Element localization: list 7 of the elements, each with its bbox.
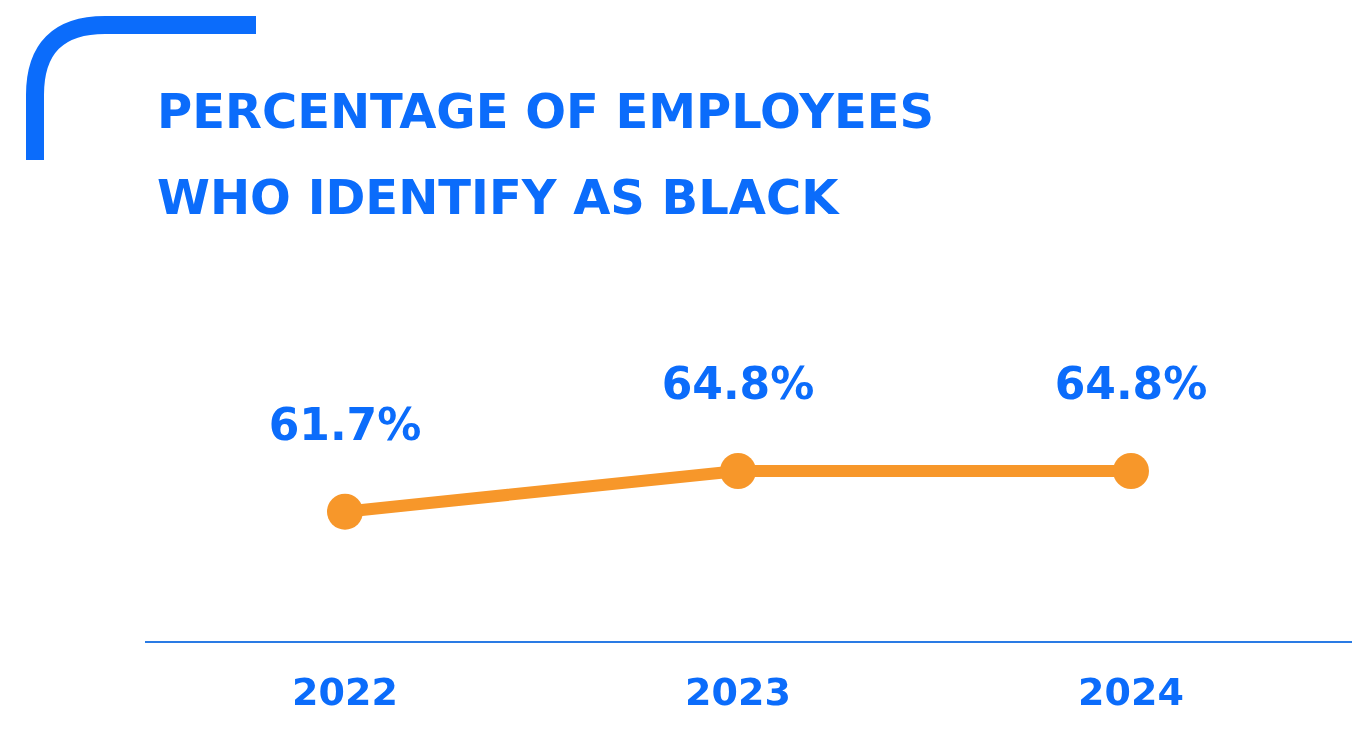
x-tick-label: 2023 [685,670,791,714]
x-tick-label: 2024 [1078,670,1184,714]
data-label: 64.8% [661,358,815,409]
chart-title: PERCENTAGE OF EMPLOYEES WHO IDENTIFY AS BLACK [157,83,935,225]
data-label: 64.8% [1054,358,1208,409]
x-tick-label: 2022 [292,670,398,714]
data-label: 61.7% [268,398,422,450]
